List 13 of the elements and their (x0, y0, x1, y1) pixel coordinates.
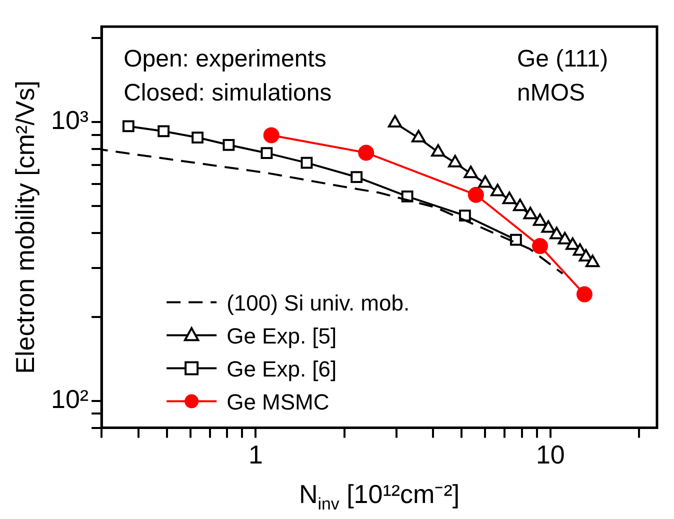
annotation: nMOS (517, 80, 586, 107)
annotation: Ge (111) (517, 46, 608, 73)
y-tick-label: 10³ (51, 105, 89, 136)
legend-label: Ge Exp. [6] (226, 356, 337, 382)
y-tick-label: 10² (51, 384, 89, 414)
y-axis-title: Electron mobility [cm²/Vs] (10, 80, 40, 374)
annotation: Closed: simulations (124, 80, 332, 107)
legend-label: Ge MSMC (226, 389, 330, 414)
annotation: Open: experiments (124, 46, 326, 73)
x-tick-label: 1 (248, 440, 263, 470)
legend-label: Ge Exp. [5] (226, 323, 337, 348)
x-tick-label: 10 (536, 440, 565, 470)
legend-label: (100) Si univ. mob. (226, 290, 410, 316)
